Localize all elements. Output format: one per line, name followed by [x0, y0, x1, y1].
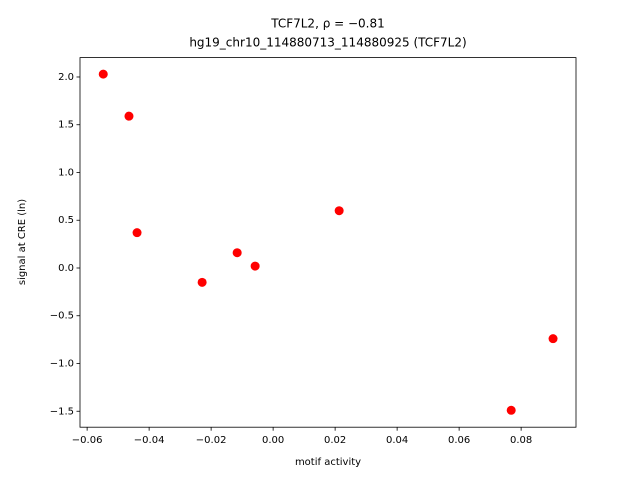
plot-frame: [79, 57, 577, 428]
y-axis-label: signal at CRE (ln): [17, 199, 28, 285]
chart-subtitle: hg19_chr10_114880713_114880925 (TCF7L2): [189, 36, 466, 50]
point: [250, 261, 260, 271]
chart-title: TCF7L2, ρ = −0.81: [270, 17, 385, 31]
y-tick-label: 0.5: [58, 215, 74, 226]
x-tick-label: 0.04: [386, 435, 408, 446]
x-tick-label: 0.00: [262, 435, 284, 446]
y-tick-label: −0.5: [50, 311, 74, 322]
point: [132, 228, 142, 238]
y-tick-label: −1.0: [50, 358, 74, 369]
x-tick-label: −0.06: [72, 435, 103, 446]
point: [334, 206, 344, 216]
y-tick-label: 2.0: [58, 72, 74, 83]
point: [197, 277, 207, 287]
point: [124, 111, 134, 121]
x-tick-label: 0.08: [510, 435, 532, 446]
x-tick-label: 0.02: [324, 435, 346, 446]
y-tick-label: 1.0: [58, 167, 74, 178]
y-tick-label: 1.5: [58, 120, 74, 131]
y-tick-label: −1.5: [50, 406, 74, 417]
point: [98, 69, 108, 79]
x-axis-label: motif activity: [295, 457, 361, 468]
x-tick-label: −0.04: [134, 435, 165, 446]
y-tick-label: 0.0: [58, 263, 74, 274]
point: [548, 334, 558, 344]
x-tick-label: −0.02: [196, 435, 227, 446]
x-tick-label: 0.06: [448, 435, 470, 446]
point: [232, 248, 242, 258]
point: [506, 405, 516, 415]
